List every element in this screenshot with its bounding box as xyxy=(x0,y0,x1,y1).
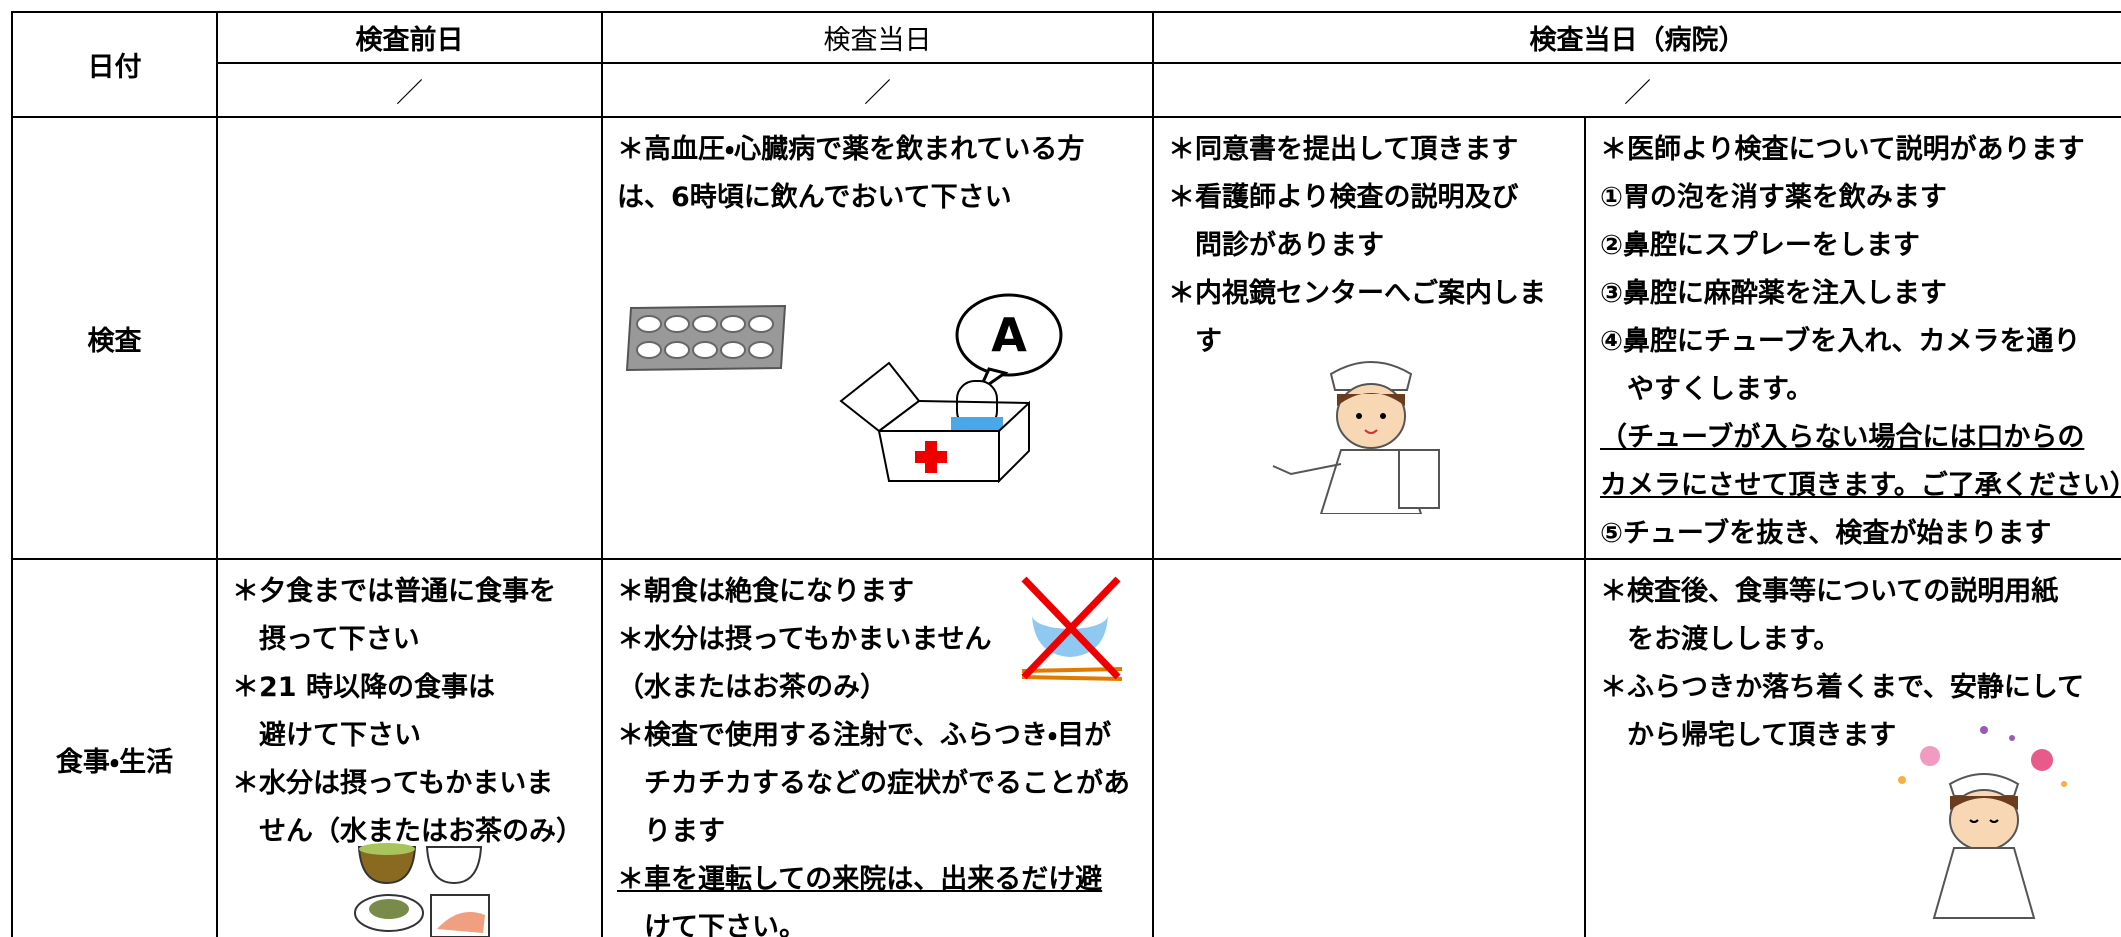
text-line: ＊車を運転しての来院は、出来るだけ避 xyxy=(617,864,1103,895)
svg-text:A: A xyxy=(991,308,1027,362)
bowing-nurse-illustration xyxy=(1898,726,2067,919)
text-line: 問診があります xyxy=(1168,230,1384,261)
text-line: ＊医師より検査について説明があります xyxy=(1600,134,2085,165)
text-line: ＊水分は摂ってもかまいま xyxy=(232,768,554,799)
date-label: 日付 xyxy=(11,11,218,118)
no-breakfast-illustration xyxy=(1021,576,1123,681)
text-line: けて下さい。 xyxy=(617,912,806,937)
text-line: ③鼻腔に麻酔薬を注入します xyxy=(1600,278,1947,309)
table-cell xyxy=(1152,558,1586,937)
text-line: ＊内視鏡センターへご案内しま xyxy=(1168,278,1546,309)
text-line: ります xyxy=(617,816,725,847)
column-header: 検査当日（病院） xyxy=(1152,11,2121,64)
meal-illustration xyxy=(354,843,490,937)
text-line: カメラにさせて頂きます。ご了承ください） xyxy=(1600,470,2121,501)
pills-illustration xyxy=(625,304,787,372)
schedule-table: 日付 検査前日 検査当日 検査当日（病院） ／ ／ ／ 検査 ＊高血圧・心臓病で薬… xyxy=(11,11,2121,937)
table-cell: ＊夕食までは普通に食事を 摂って下さい ＊21 時以降の食事は 避けて下さい ＊水分… xyxy=(216,558,603,937)
text-line: から帰宅して頂きます xyxy=(1600,720,1897,751)
text-line: ＊夕食までは普通に食事を xyxy=(232,576,556,607)
text-line: ＊同意書を提出して頂きます xyxy=(1168,134,1519,165)
text-line: ＊朝食は絶食になります xyxy=(617,576,914,607)
text-line: ⑤チューブを抜き、検査が始まります xyxy=(1600,518,2052,549)
text-line: せん（水またはお茶のみ） xyxy=(232,816,583,847)
text-line: は、6時頃に飲んでおいて下さい xyxy=(617,182,1012,213)
medicine-box-illustration: A xyxy=(839,293,1063,484)
table-cell: ＊医師より検査について説明があります ①胃の泡を消す薬を飲みます ②鼻腔にスプレーを… xyxy=(1584,116,2121,560)
column-header: 検査前日 xyxy=(216,11,603,64)
text-line: やすくします。 xyxy=(1600,374,1814,405)
text-line: ＊高血圧・心臓病で薬を飲まれている方 xyxy=(617,134,1085,165)
table-cell: ＊朝食は絶食になります ＊水分は摂ってもかまいません （水またはお茶のみ） ＊検査で使… xyxy=(601,558,1154,937)
text-line: 摂って下さい xyxy=(232,624,420,655)
text-line: ＊ふらつきか落ち着くまで、安静にして xyxy=(1600,672,2085,703)
text-line: チカチカするなどの症状がでることがあ xyxy=(617,768,1130,799)
date-slot: ／ xyxy=(601,62,1154,118)
text-line: ＊看護師より検査の説明及び xyxy=(1168,182,1519,213)
text-line: （水またはお茶のみ） xyxy=(617,672,887,703)
date-slot: ／ xyxy=(1152,62,2121,118)
text-line: 避けて下さい xyxy=(232,720,421,751)
table-row: 食事・生活 ＊夕食までは普通に食事を 摂って下さい ＊21 時以降の食事は 避けて下… xyxy=(11,558,2121,937)
text-line: ＊21 時以降の食事は xyxy=(232,672,495,703)
table-cell: ＊検査後、食事等についての説明用紙 をお渡しします。 ＊ふらつきか落ち着くまで、安… xyxy=(1584,558,2121,937)
text-line: ①胃の泡を消す薬を飲みます xyxy=(1600,182,1947,213)
table-cell xyxy=(216,116,603,560)
date-slot: ／ xyxy=(216,62,603,118)
column-header: 検査当日 xyxy=(601,11,1154,64)
text-line: ＊水分は摂ってもかまいません xyxy=(617,624,992,655)
nurse-illustration xyxy=(1272,361,1440,514)
row-label: 食事・生活 xyxy=(11,558,218,937)
text-line: ＊検査後、食事等についての説明用紙 xyxy=(1600,576,2059,607)
text-line: す xyxy=(1168,326,1222,357)
text-line: ＊検査で使用する注射で、ふらつき・目が xyxy=(617,720,1112,751)
text-line: ④鼻腔にチューブを入れ、カメラを通り xyxy=(1600,326,2081,357)
text-line: ②鼻腔にスプレーをします xyxy=(1600,230,1920,261)
text-line: （チューブが入らない場合には口からの xyxy=(1600,422,2085,453)
text-line: をお渡しします。 xyxy=(1600,624,1841,655)
row-label: 検査 xyxy=(11,116,218,560)
